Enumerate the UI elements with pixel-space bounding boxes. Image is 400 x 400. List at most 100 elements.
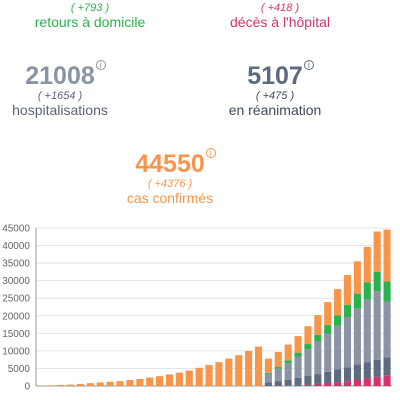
bar-segment	[304, 349, 312, 376]
bar-segment	[334, 369, 342, 383]
y-tick-label: 40000	[2, 241, 30, 252]
bar-segment	[264, 382, 272, 386]
bar-segment	[294, 384, 302, 386]
bar-segment	[225, 358, 233, 386]
bar-segment	[373, 231, 381, 272]
bar-segment	[136, 378, 144, 386]
bar-segment	[96, 382, 104, 386]
bar-segment	[314, 383, 322, 386]
y-tick-label: 30000	[2, 276, 30, 287]
bar-segment	[165, 374, 174, 386]
bar-segment	[67, 384, 75, 386]
info-icon[interactable]: i	[205, 148, 216, 158]
bar-segment	[126, 380, 134, 386]
info-icon[interactable]: i	[95, 60, 106, 70]
bar-segment	[314, 341, 322, 375]
bar-segment	[373, 291, 381, 360]
stat-number: 44550	[135, 150, 205, 178]
stat-delta: ( +1654 )	[37, 90, 83, 102]
bar-segment	[57, 384, 65, 386]
info-icon[interactable]: i	[303, 60, 314, 70]
bar-segment	[195, 367, 203, 386]
bar-segment	[264, 373, 272, 383]
stat-number: 21008	[25, 62, 95, 90]
bar-segment	[215, 362, 223, 386]
stat-label: retours à domicile	[34, 14, 146, 30]
bar-segment	[284, 379, 292, 386]
bar-segment	[383, 375, 391, 386]
bar-segment	[353, 261, 361, 294]
bar-segment	[175, 372, 183, 386]
y-tick-label: 0	[24, 382, 30, 393]
y-tick-label: 5000	[8, 364, 31, 375]
bar-segment	[205, 364, 213, 386]
bar-segment	[324, 325, 332, 334]
y-tick-label: 25000	[2, 294, 30, 305]
y-tick-label: 10000	[2, 346, 30, 357]
y-tick-label: 15000	[2, 329, 30, 340]
stat-value: 5107 i	[247, 60, 314, 90]
bar-segment	[106, 381, 114, 386]
stat-hospitalisations: 21008 i ( +1654 ) hospitalisations	[0, 60, 120, 118]
bar-segment	[373, 376, 381, 386]
stat-label: cas confirmés	[126, 190, 214, 206]
stat-number: 5107	[247, 62, 303, 90]
stat-reanimation: 5107 i ( +475 ) en réanimation	[215, 60, 335, 118]
bar-segment	[294, 377, 302, 385]
bar-segment	[343, 381, 352, 386]
bar-segment	[274, 367, 282, 369]
y-tick-label: 20000	[2, 311, 30, 322]
bar-segment	[284, 363, 292, 380]
stat-cas-confirmes: 44550 i ( +4376 ) cas confirmés	[100, 148, 240, 206]
y-tick-label: 35000	[2, 259, 30, 270]
stat-label: décès à l'hôpital	[230, 14, 330, 30]
stat-delta: ( +475 )	[255, 90, 295, 102]
bar-segment	[245, 350, 253, 386]
bar-segment	[334, 289, 342, 316]
stat-value: 44550 i	[135, 148, 216, 178]
stat-delta: ( +4376 )	[147, 178, 193, 190]
bar-segment	[373, 271, 381, 292]
bar-segment	[254, 346, 263, 386]
bar-segment	[324, 383, 332, 386]
bar-segment	[284, 360, 292, 364]
bar-segment	[363, 362, 371, 379]
stat-label: hospitalisations	[12, 102, 108, 118]
bar-segment	[264, 372, 272, 374]
stat-delta: ( +793 )	[70, 2, 110, 14]
stacked-bar-chart: 0 5000 10000 15000 20000 25000 30000 35000 40000…	[2, 224, 392, 393]
bar-segment	[304, 344, 312, 350]
bar-segment	[86, 383, 94, 386]
bar-segment	[294, 336, 302, 353]
bar-segment	[373, 359, 381, 377]
bar-segment	[353, 364, 361, 381]
bar-segment	[294, 356, 302, 378]
stat-deces-hopital: ( +418 ) décès à l'hôpital	[205, 2, 355, 30]
bar-segment	[47, 385, 55, 386]
stat-value: 21008 i	[25, 60, 106, 90]
bar-segment	[343, 304, 352, 318]
bar-segment	[334, 325, 342, 370]
bar-segment	[383, 301, 391, 358]
bar-segment	[274, 351, 282, 368]
bar-segment	[383, 357, 391, 376]
bar-segment	[304, 326, 312, 345]
bar-segment	[264, 358, 272, 373]
bar-segment	[353, 308, 361, 365]
bar-segment	[235, 355, 243, 386]
stat-delta: ( +418 )	[260, 2, 300, 14]
bar-segment	[284, 344, 292, 361]
bar-segment	[284, 385, 292, 386]
bar-segment	[363, 282, 371, 300]
bar-segment	[274, 381, 282, 386]
bar-segment	[383, 229, 391, 282]
bar-segment	[314, 334, 322, 342]
bar-segment	[314, 315, 322, 335]
bar-segment	[353, 293, 361, 309]
bar-segment	[116, 381, 124, 386]
bar-segment	[304, 375, 312, 385]
stat-retours-domicile: ( +793 ) retours à domicile	[20, 2, 160, 30]
bar-segment	[334, 315, 342, 326]
bar-segment	[343, 275, 352, 305]
bar-segment	[324, 333, 332, 372]
